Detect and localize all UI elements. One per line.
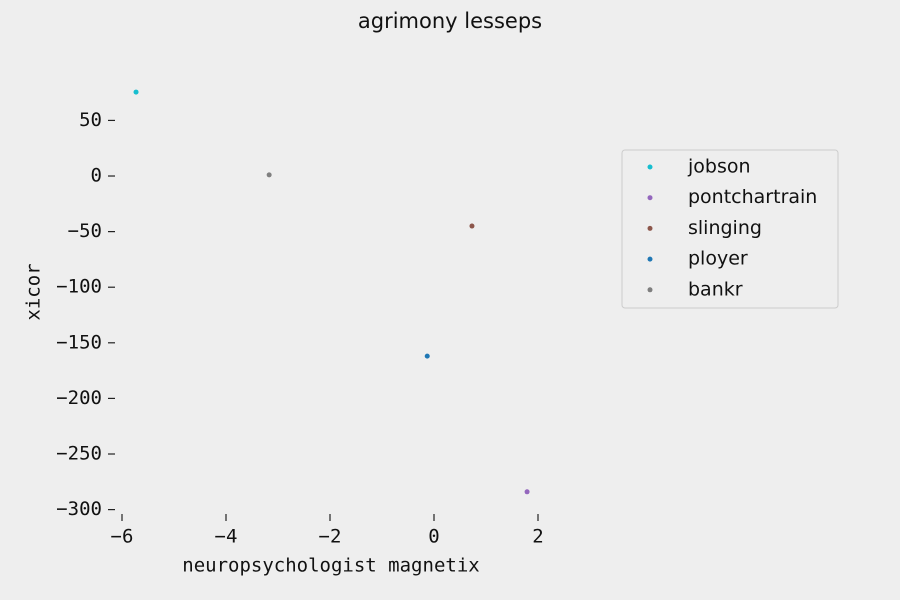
- point: [266, 172, 272, 178]
- y-tick-label: −200: [56, 387, 102, 409]
- y-tick-label: 0: [91, 165, 102, 187]
- point: [133, 89, 139, 95]
- x-tick-label: −4: [215, 526, 238, 548]
- legend-marker: [647, 287, 653, 293]
- legend-label: slinging: [688, 217, 762, 239]
- legend-label: jobson: [687, 156, 751, 178]
- legend-label: bankr: [688, 278, 743, 300]
- legend-marker: [647, 225, 653, 231]
- legend-label: ployer: [688, 248, 748, 270]
- legend-label: pontchartrain: [688, 186, 817, 208]
- x-tick-label: 2: [532, 526, 543, 548]
- x-axis-label: neuropsychologist magnetix: [182, 555, 479, 577]
- chart-title: agrimony lesseps: [358, 9, 542, 33]
- legend-marker: [647, 195, 653, 201]
- legend: [621, 149, 839, 309]
- y-tick-label: 50: [79, 109, 102, 131]
- x-tick-label: 0: [428, 526, 439, 548]
- y-tick-label: −100: [56, 276, 102, 298]
- x-tick-label: −2: [319, 526, 342, 548]
- point: [469, 223, 475, 229]
- x-tick-label: −6: [111, 526, 134, 548]
- point: [524, 489, 530, 495]
- y-tick-label: −50: [68, 220, 102, 242]
- legend-marker: [647, 256, 653, 262]
- y-axis-label: xicor: [23, 263, 45, 320]
- point: [424, 353, 430, 359]
- legend-marker: [647, 164, 653, 170]
- y-tick-label: −300: [56, 498, 102, 520]
- y-tick-label: −250: [56, 443, 102, 465]
- y-tick-label: −150: [56, 331, 102, 353]
